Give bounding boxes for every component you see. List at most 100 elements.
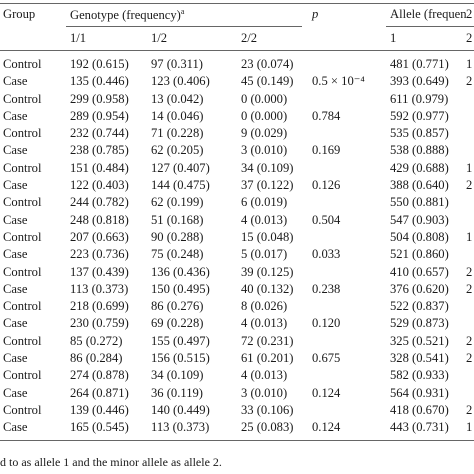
cell-genotype-22: 4 (0.013) bbox=[241, 212, 288, 227]
cell-genotype-22: 15 (0.048) bbox=[241, 229, 294, 244]
cell-group: Case bbox=[3, 385, 28, 400]
cell-p-value: 0.033 bbox=[312, 247, 341, 262]
cell-group: Control bbox=[3, 160, 42, 175]
cell-genotype-11: 165 (0.545) bbox=[70, 420, 129, 435]
cell-genotype-11: 232 (0.744) bbox=[70, 126, 129, 141]
cell-genotype-12: 97 (0.311) bbox=[151, 57, 203, 71]
cell-p-value: 0.126 bbox=[312, 178, 341, 193]
cell-genotype-12: 127 (0.407) bbox=[151, 160, 210, 175]
cell-allele-1: 611 (0.979) bbox=[390, 91, 449, 106]
top-rule bbox=[0, 3, 474, 4]
cell-group: Case bbox=[3, 351, 28, 366]
cell-allele-1: 535 (0.857) bbox=[390, 126, 449, 141]
table-row: Control 151 (0.484) 127 (0.407) 34 (0.109) 4… bbox=[0, 160, 474, 177]
cell-genotype-11: 192 (0.615) bbox=[70, 57, 129, 71]
cell-allele-2: 2 bbox=[466, 264, 473, 279]
cell-genotype-22: 25 (0.083) bbox=[241, 420, 294, 435]
cell-p-value: 0.169 bbox=[312, 143, 341, 158]
cell-genotype-22: 4 (0.013) bbox=[241, 368, 288, 383]
cell-genotype-12: 140 (0.449) bbox=[151, 402, 210, 417]
cell-genotype-12: 123 (0.406) bbox=[151, 74, 210, 89]
header-genotype: Genotype (frequency)a bbox=[70, 7, 184, 23]
cell-genotype-11: 139 (0.446) bbox=[70, 402, 129, 417]
subheader-a2: 2 bbox=[466, 31, 473, 45]
cell-allele-2: 1 bbox=[466, 160, 473, 175]
header-group: Group bbox=[3, 7, 36, 21]
cell-genotype-11: 238 (0.785) bbox=[70, 143, 129, 158]
header-allele: Allele (frequen bbox=[390, 7, 467, 21]
cell-allele-1: 550 (0.881) bbox=[390, 195, 449, 210]
cell-genotype-22: 3 (0.010) bbox=[241, 143, 288, 158]
cell-genotype-12: 36 (0.119) bbox=[151, 385, 203, 400]
allele-subrule bbox=[386, 26, 474, 27]
cell-allele-2: 2 bbox=[466, 178, 473, 193]
table-row: Control 192 (0.615) 97 (0.311) 23 (0.074) 48… bbox=[0, 56, 474, 73]
cell-genotype-12: 51 (0.168) bbox=[151, 212, 204, 227]
table-row: Control 274 (0.878) 34 (0.109) 4 (0.013) 582… bbox=[0, 367, 474, 384]
cell-p-value: 0.5 × 10⁻⁴ bbox=[312, 74, 365, 89]
cell-genotype-22: 61 (0.201) bbox=[241, 351, 294, 366]
cell-genotype-22: 23 (0.074) bbox=[241, 57, 294, 71]
table-row: Case 230 (0.759) 69 (0.228) 4 (0.013) 0.120 5… bbox=[0, 315, 474, 332]
cell-genotype-12: 90 (0.288) bbox=[151, 229, 204, 244]
cell-allele-1: 443 (0.731) bbox=[390, 420, 449, 435]
cell-allele-2: 2 bbox=[466, 281, 473, 296]
cell-genotype-11: 122 (0.403) bbox=[70, 178, 129, 193]
cell-group: Case bbox=[3, 143, 28, 158]
footnote: d to as allele 1 and the minor allele as… bbox=[0, 455, 222, 469]
cell-genotype-12: 71 (0.228) bbox=[151, 126, 204, 141]
cell-genotype-11: 230 (0.759) bbox=[70, 316, 129, 331]
cell-allele-1: 481 (0.771) bbox=[390, 57, 449, 71]
cell-allele-2: 1 bbox=[466, 229, 473, 244]
cell-allele-1: 522 (0.837) bbox=[390, 299, 449, 314]
cell-genotype-22: 37 (0.122) bbox=[241, 178, 294, 193]
subheader-a1: 1 bbox=[390, 31, 397, 45]
cell-group: Control bbox=[3, 91, 42, 106]
cell-genotype-11: 85 (0.272) bbox=[70, 333, 123, 348]
cell-allele-1: 538 (0.888) bbox=[390, 143, 449, 158]
table-row: Case 165 (0.545) 113 (0.373) 25 (0.083) 0.12… bbox=[0, 419, 474, 436]
cell-allele-2: 2 bbox=[466, 333, 473, 348]
table-row: Control 232 (0.744) 71 (0.228) 9 (0.029) 535… bbox=[0, 125, 474, 142]
cell-genotype-22: 5 (0.017) bbox=[241, 247, 288, 262]
cell-allele-2: 1 bbox=[466, 420, 473, 435]
cell-genotype-12: 34 (0.109) bbox=[151, 368, 204, 383]
cell-group: Control bbox=[3, 229, 42, 244]
cell-genotype-11: 244 (0.782) bbox=[70, 195, 129, 210]
table-row: Control 207 (0.663) 90 (0.288) 15 (0.048) 50… bbox=[0, 229, 474, 246]
table-row: Case 248 (0.818) 51 (0.168) 4 (0.013) 0.504 5… bbox=[0, 212, 474, 229]
cell-genotype-22: 34 (0.109) bbox=[241, 160, 294, 175]
header-p: p bbox=[312, 7, 319, 21]
table-row: Case 289 (0.954) 14 (0.046) 0 (0.000) 0.784 5… bbox=[0, 108, 474, 125]
cell-genotype-11: 113 (0.373) bbox=[70, 281, 129, 296]
cell-p-value: 0.784 bbox=[312, 108, 341, 123]
cell-genotype-11: 151 (0.484) bbox=[70, 160, 129, 175]
cell-p-value: 0.124 bbox=[312, 420, 341, 435]
cell-genotype-12: 150 (0.495) bbox=[151, 281, 210, 296]
cell-genotype-12: 62 (0.205) bbox=[151, 143, 204, 158]
cell-genotype-22: 33 (0.106) bbox=[241, 402, 294, 417]
cell-group: Case bbox=[3, 108, 28, 123]
subheader-g22: 2/2 bbox=[241, 31, 258, 45]
cell-allele-1: 376 (0.620) bbox=[390, 281, 449, 296]
cell-allele-1: 325 (0.521) bbox=[390, 333, 449, 348]
cell-genotype-11: 218 (0.699) bbox=[70, 299, 129, 314]
cell-allele-1: 547 (0.903) bbox=[390, 212, 449, 227]
cell-group: Case bbox=[3, 281, 28, 296]
cell-genotype-12: 136 (0.436) bbox=[151, 264, 210, 279]
cell-allele-1: 504 (0.808) bbox=[390, 229, 449, 244]
cell-allele-1: 429 (0.688) bbox=[390, 160, 449, 175]
subheader-g12: 1/2 bbox=[151, 31, 168, 45]
cell-allele-1: 582 (0.933) bbox=[390, 368, 449, 383]
cell-p-value: 0.504 bbox=[312, 212, 341, 227]
cell-group: Case bbox=[3, 178, 28, 193]
cell-genotype-12: 144 (0.475) bbox=[151, 178, 210, 193]
cell-p-value: 0.675 bbox=[312, 351, 341, 366]
cell-genotype-11: 299 (0.958) bbox=[70, 91, 129, 106]
cell-allele-1: 529 (0.873) bbox=[390, 316, 449, 331]
table-row: Control 85 (0.272) 155 (0.497) 72 (0.231) 32… bbox=[0, 333, 474, 350]
cell-genotype-22: 40 (0.132) bbox=[241, 281, 294, 296]
cell-genotype-22: 3 (0.010) bbox=[241, 385, 288, 400]
cell-genotype-12: 13 (0.042) bbox=[151, 91, 204, 106]
cell-genotype-22: 6 (0.019) bbox=[241, 195, 288, 210]
